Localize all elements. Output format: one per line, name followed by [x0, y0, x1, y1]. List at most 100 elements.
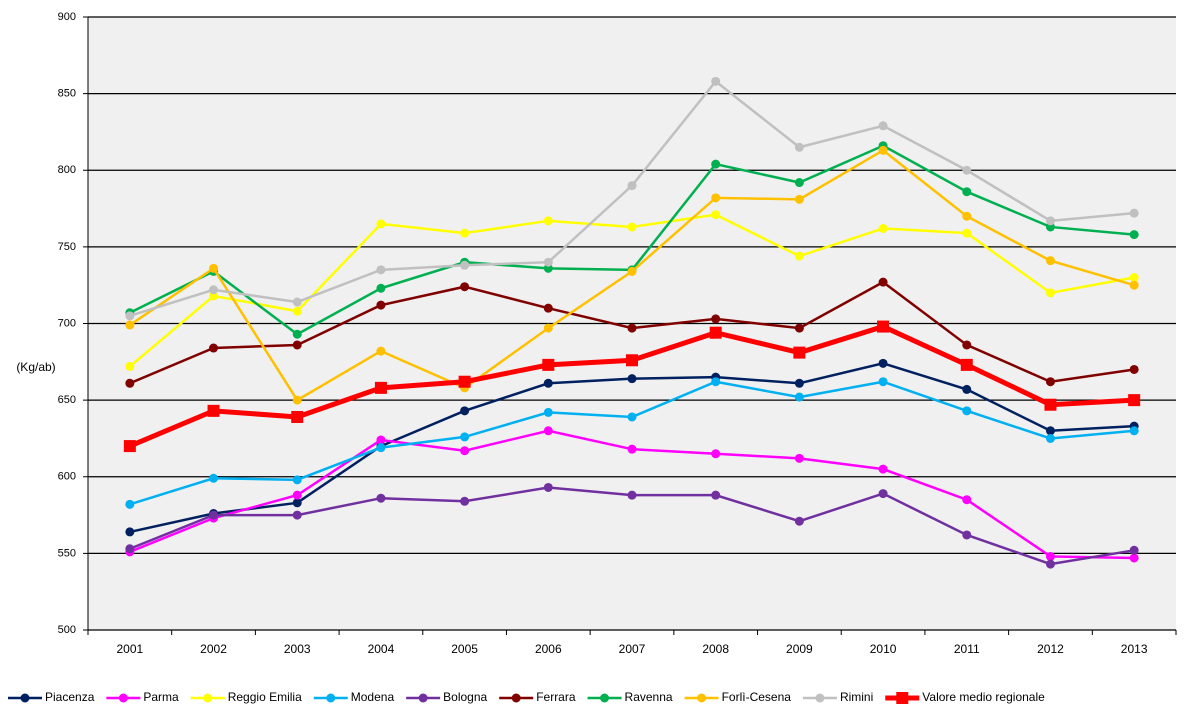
x-tick-label: 2010 [870, 642, 897, 656]
point [543, 426, 553, 436]
y-tick-label: 800 [58, 164, 76, 176]
point [543, 303, 553, 313]
point [125, 527, 135, 537]
point [292, 297, 302, 307]
point [626, 354, 638, 367]
y-tick-label: 750 [58, 241, 76, 253]
y-tick-label: 600 [58, 471, 76, 483]
x-tick-label: 2013 [1121, 642, 1148, 656]
point [209, 473, 219, 483]
point [627, 323, 637, 333]
point [543, 482, 553, 492]
point [376, 283, 386, 293]
point [458, 375, 471, 388]
point [627, 374, 637, 384]
legend-label: Piacenza [45, 690, 95, 704]
point [543, 378, 553, 388]
point [962, 165, 972, 175]
point [878, 377, 888, 387]
legend-label: Rimini [840, 690, 873, 704]
point [543, 323, 553, 333]
point [1129, 230, 1139, 240]
point [125, 544, 135, 554]
point [1045, 216, 1055, 226]
point [1045, 551, 1055, 561]
point [962, 530, 972, 540]
point [711, 159, 721, 169]
point [627, 444, 637, 454]
x-tick-label: 2007 [619, 642, 646, 656]
point [460, 406, 470, 416]
point [794, 378, 804, 388]
x-tick-label: 2001 [116, 642, 143, 656]
point [794, 142, 804, 152]
point [794, 178, 804, 188]
point [794, 251, 804, 261]
legend-marker [815, 693, 825, 703]
y-tick-label: 700 [58, 317, 76, 329]
point [292, 306, 302, 316]
point [962, 406, 972, 416]
point [1129, 280, 1139, 290]
point [460, 432, 470, 442]
point [207, 404, 220, 417]
point [627, 222, 637, 232]
point [1129, 364, 1139, 374]
legend-marker [326, 693, 336, 703]
legend-label: Forlì-Cesena [722, 690, 792, 704]
point [1129, 273, 1139, 283]
point [292, 490, 302, 500]
point [878, 358, 888, 368]
x-tick-label: 2012 [1037, 642, 1064, 656]
legend-label: Parma [143, 690, 179, 704]
point [376, 265, 386, 275]
legend-label: Valore medio regionale [922, 690, 1045, 704]
point [460, 282, 470, 292]
point [962, 384, 972, 394]
point [123, 440, 136, 453]
y-tick-label: 550 [58, 547, 76, 559]
point [1045, 377, 1055, 387]
point [292, 498, 302, 508]
point [1129, 545, 1139, 555]
point [1129, 426, 1139, 436]
point [1045, 433, 1055, 443]
legend-label: Ravenna [625, 690, 673, 704]
point [292, 510, 302, 520]
x-tick-label: 2009 [786, 642, 813, 656]
point [125, 499, 135, 509]
legend-label: Reggio Emilia [228, 690, 302, 704]
point [376, 493, 386, 503]
point [627, 266, 637, 276]
point [292, 329, 302, 339]
x-tick-label: 2004 [368, 642, 395, 656]
point [209, 263, 219, 273]
point [794, 392, 804, 402]
legend-marker [118, 693, 128, 703]
point [1129, 208, 1139, 218]
point [627, 412, 637, 422]
point [627, 181, 637, 191]
point [794, 453, 804, 463]
y-axis-label: (Kg/ab) [16, 360, 55, 374]
point [1045, 288, 1055, 298]
point [1128, 394, 1141, 407]
point [292, 340, 302, 350]
point [962, 211, 972, 221]
point [794, 516, 804, 526]
point [962, 187, 972, 197]
x-tick-label: 2011 [954, 642, 980, 656]
y-tick-label: 850 [58, 88, 76, 100]
point [376, 300, 386, 310]
point [711, 193, 721, 203]
point [543, 407, 553, 417]
point [460, 496, 470, 506]
point [209, 285, 219, 295]
x-tick-label: 2003 [284, 642, 311, 656]
y-tick-label: 900 [58, 11, 76, 23]
point [1045, 559, 1055, 569]
point [1045, 256, 1055, 266]
y-tick-label: 500 [58, 624, 76, 636]
point [374, 381, 387, 394]
